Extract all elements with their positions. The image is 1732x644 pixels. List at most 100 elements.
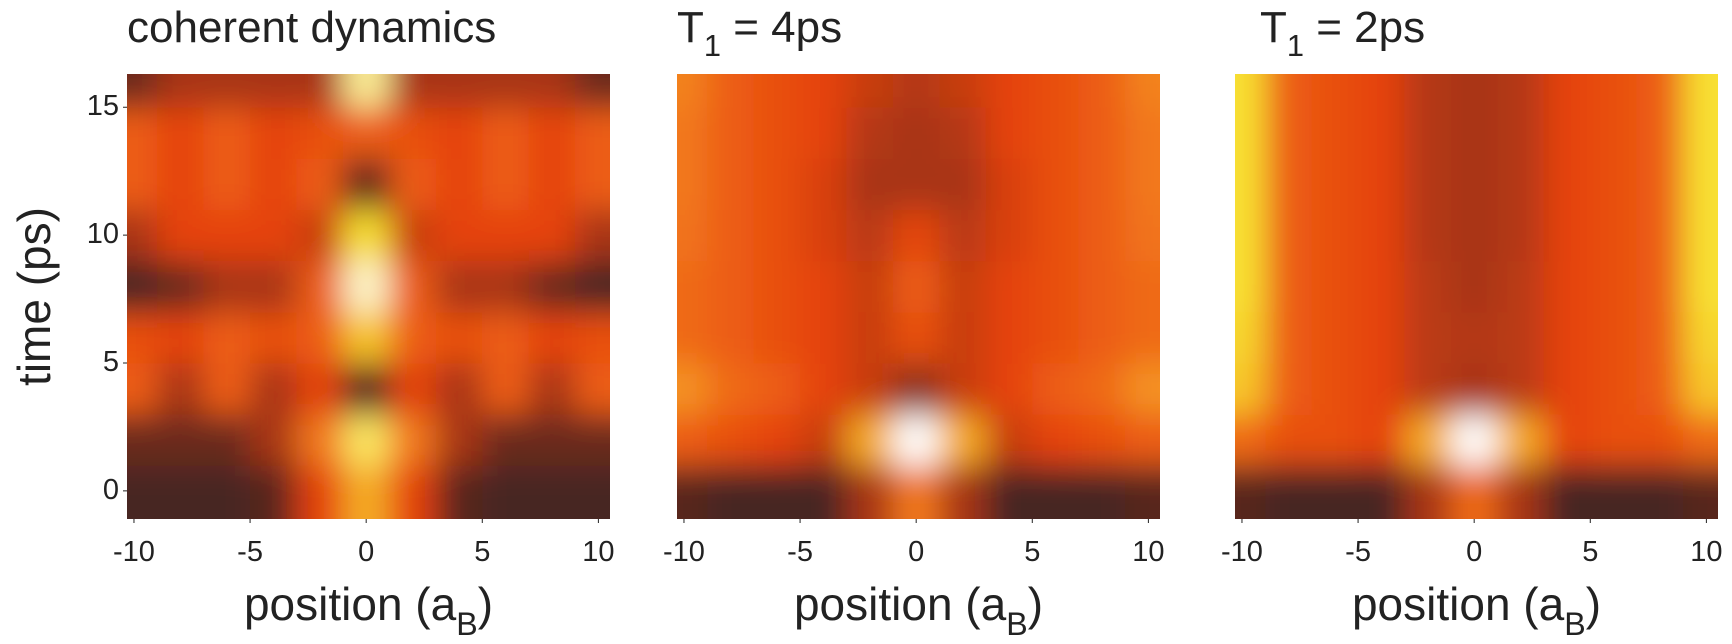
heat-cell: [1078, 311, 1126, 364]
heat-cell: [753, 209, 801, 262]
heat-cell: [157, 107, 205, 159]
heat-cell: [575, 414, 610, 466]
x-tick-label: -10: [113, 536, 155, 568]
x-tick-label: 10: [1132, 536, 1164, 568]
x-tick-label: 10: [582, 536, 614, 568]
heat-cell: [127, 465, 158, 519]
heat-cell: [1032, 414, 1080, 466]
heat-cell: [800, 311, 848, 364]
heat-cell: [1311, 260, 1359, 313]
heat-cell: [707, 107, 755, 159]
heat-cell: [342, 362, 390, 415]
heat-cell: [1404, 362, 1452, 415]
panel-title: T1 = 2ps: [1260, 3, 1425, 63]
heat-cell: [1543, 465, 1591, 519]
heat-cell: [985, 414, 1033, 466]
heat-cell: [1125, 311, 1160, 364]
heat-cell: [342, 158, 390, 211]
heat-cell: [342, 465, 390, 519]
heat-cell: [1636, 362, 1684, 415]
heat-cell: [1683, 74, 1718, 108]
heat-cell: [296, 107, 344, 159]
heat-cell: [482, 158, 530, 211]
heat-cell: [1450, 158, 1498, 211]
heat-cell: [1032, 362, 1080, 415]
heat-cell: [1358, 107, 1406, 159]
heat-cell: [203, 362, 251, 415]
heat-cell: [707, 158, 755, 211]
heat-cell: [1450, 414, 1498, 466]
x-axis-label: position (aB): [794, 578, 1043, 641]
heat-cell: [846, 362, 894, 415]
heat-cell: [575, 209, 610, 262]
heat-cell: [1311, 209, 1359, 262]
heat-cell: [575, 158, 610, 211]
heat-cell: [1450, 107, 1498, 159]
heat-cell: [985, 107, 1033, 159]
heat-cell: [1590, 311, 1638, 364]
heat-cell: [707, 362, 755, 415]
heat-cell: [203, 465, 251, 519]
heat-cell: [1125, 362, 1160, 415]
heat-cell: [707, 465, 755, 519]
heat-cell: [482, 260, 530, 313]
heat-cell: [1590, 158, 1638, 211]
heat-cell: [892, 414, 940, 466]
heat-cell: [1404, 311, 1452, 364]
heat-cell: [1265, 74, 1313, 108]
y-tick-label: 10: [87, 218, 119, 250]
heat-cell: [1590, 74, 1638, 108]
heat-cell: [846, 414, 894, 466]
heat-cell: [250, 414, 298, 466]
heat-cell: [528, 362, 576, 415]
heat-cell: [1358, 414, 1406, 466]
heatmap: [677, 74, 1160, 519]
heat-cell: [1404, 260, 1452, 313]
heat-cell: [1311, 362, 1359, 415]
y-axis-label: time (ps): [8, 207, 60, 386]
heat-cell: [1404, 465, 1452, 519]
heat-cell: [127, 209, 158, 262]
x-axis-label: position (aB): [1352, 578, 1601, 641]
heat-cell: [1543, 362, 1591, 415]
heat-cell: [157, 158, 205, 211]
heat-cell: [575, 74, 610, 108]
heat-cell: [1636, 74, 1684, 108]
heat-cell: [753, 414, 801, 466]
x-tick-label: -5: [787, 536, 813, 568]
heat-cell: [1235, 158, 1266, 211]
heat-cell: [127, 362, 158, 415]
heat-cell: [250, 209, 298, 262]
heat-cell: [389, 74, 437, 108]
heat-cell: [250, 465, 298, 519]
heat-cell: [1404, 74, 1452, 108]
heat-cell: [939, 74, 987, 108]
heat-cell: [1683, 260, 1718, 313]
heat-cell: [985, 74, 1033, 108]
heat-cell: [389, 107, 437, 159]
heat-cell: [250, 362, 298, 415]
heat-cell: [1683, 311, 1718, 364]
heat-cell: [482, 414, 530, 466]
heat-cell: [846, 74, 894, 108]
heat-cell: [528, 107, 576, 159]
heat-cell: [1235, 260, 1266, 313]
heat-cell: [846, 209, 894, 262]
heat-cell: [342, 311, 390, 364]
heat-cell: [389, 465, 437, 519]
heat-cell: [203, 158, 251, 211]
heat-cell: [892, 74, 940, 108]
x-tick-label: 0: [908, 536, 924, 568]
heat-cell: [707, 74, 755, 108]
heat-cell: [753, 158, 801, 211]
heat-cell: [482, 362, 530, 415]
heat-cell: [157, 74, 205, 108]
heat-cell: [482, 311, 530, 364]
heat-cell: [753, 74, 801, 108]
heat-cell: [127, 260, 158, 313]
heat-cell: [985, 158, 1033, 211]
heat-cell: [1311, 74, 1359, 108]
heat-cell: [1078, 260, 1126, 313]
heat-cell: [157, 414, 205, 466]
heat-cell: [482, 74, 530, 108]
